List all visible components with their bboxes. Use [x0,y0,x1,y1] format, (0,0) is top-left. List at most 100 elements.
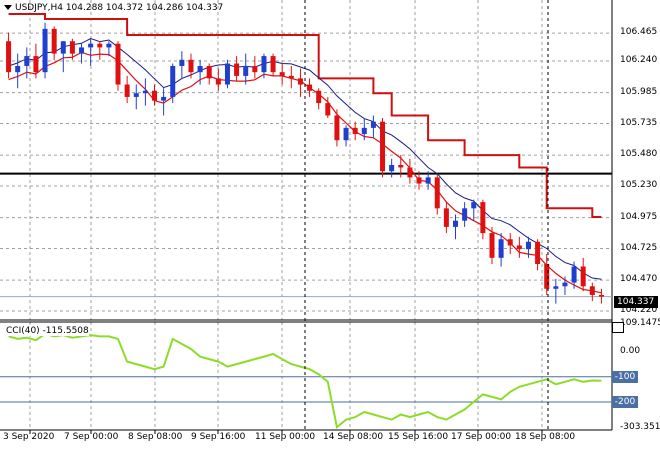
candle-body [462,208,468,221]
cci-levels [0,376,612,403]
price-tick-label: 106.240 [620,55,658,66]
candle-body [215,78,221,85]
candle-body [416,177,422,184]
candle-body [571,266,577,283]
candle-body [15,65,21,73]
time-tick-label: 3 Sep 2020 [3,432,55,442]
symbol-title: USDJPY,H4 104.288 104.372 104.286 104.33… [4,3,223,13]
candle-body [370,121,376,128]
candle-body [361,127,367,135]
time-tick-label: 7 Sep 00:00 [64,432,119,442]
cci-tick-label: -303.3519 [620,422,660,432]
price-tick-label: 105.480 [620,149,658,160]
candle-body [133,93,139,97]
price-tick-label: 104.470 [620,274,658,285]
candle-body [88,43,94,48]
candle-body [589,286,595,295]
candle-body [279,72,285,76]
candle-body [443,208,449,227]
candle-body [115,43,121,85]
candle-body [334,115,340,141]
candle-body [434,177,440,209]
candle-body [224,63,230,85]
candle-body [24,56,30,66]
candle-body [525,241,531,250]
candle-body [398,165,404,168]
candle-body [343,127,349,141]
symbol-title-text: USDJPY,H4 104.288 104.372 104.286 104.33… [15,3,224,13]
candle-body [152,90,157,101]
candle-body [553,286,559,289]
support-line[interactable] [0,172,612,298]
candle-body [316,90,322,104]
candle-body [179,59,185,66]
candle-body [188,59,194,73]
crosshair-lines [304,0,549,430]
candle-body [453,220,458,227]
candle-body [307,84,313,91]
price-tick-label: 104.220 [620,305,658,316]
candle-body [51,28,57,54]
candle-body [288,75,294,79]
candle-body [580,266,586,287]
candle-body [562,282,568,287]
candle-body [261,56,267,73]
time-tick-label: 17 Sep 00:00 [451,432,512,442]
candle-body [106,43,112,48]
price-tick-label: 105.735 [620,117,658,128]
candle-body [297,78,303,85]
candle-body [380,121,386,172]
candle-body [507,239,513,246]
cci-tick-label: 109.1475 [620,318,660,328]
ma-fast-line [8,51,602,294]
candle-body [489,233,495,258]
candlestick-series [6,22,604,304]
current-price-tag: 104.337 [614,296,658,308]
candle-body [407,167,413,178]
candle-body [142,90,148,94]
price-tick-label: 106.465 [620,27,658,38]
price-tick-label: 105.230 [620,180,658,191]
candle-body [535,241,541,265]
candle-body [234,63,240,76]
time-tick-label: 18 Sep 08:00 [515,432,576,442]
candle-body [33,56,39,73]
time-tick-label: 9 Sep 16:00 [191,432,246,442]
candle-body [352,127,358,135]
candle-body [197,65,203,73]
cci-level-tag: -100 [612,370,638,383]
candle-body [480,202,486,234]
candle-body [252,65,258,73]
cci-tick-label: 0.00 [620,345,641,356]
candle-body [60,41,66,54]
candle-body [544,264,550,289]
time-tick-label: 14 Sep 08:00 [323,432,384,442]
time-tick-label: 11 Sep 00:00 [255,432,316,442]
price-tick-label: 104.975 [620,211,658,222]
candle-body [6,41,12,73]
price-tick-label: 105.985 [620,86,658,97]
time-tick-label: 8 Sep 08:00 [128,432,183,442]
candle-body [79,47,85,54]
candle-body [270,56,276,73]
time-tick-label: 15 Sep 16:00 [388,432,449,442]
candle-body [124,84,130,97]
grid-lines [0,0,612,434]
candle-body [425,177,431,184]
collapse-triangle-icon[interactable] [4,5,12,10]
candle-body [42,28,48,73]
candle-body [170,65,176,97]
candle-body [97,43,103,48]
candle-body [243,65,249,76]
candle-body [516,245,522,250]
candle-body [471,202,477,209]
candle-body [325,103,331,116]
indicator-title: CCI(40) -115.5508 [6,326,89,336]
candle-body [498,239,504,258]
candle-body [161,96,167,101]
candle-body [206,65,212,79]
candle-body [69,41,75,54]
price-tick-label: 104.725 [620,242,658,253]
trailing-stop-path [8,13,602,218]
